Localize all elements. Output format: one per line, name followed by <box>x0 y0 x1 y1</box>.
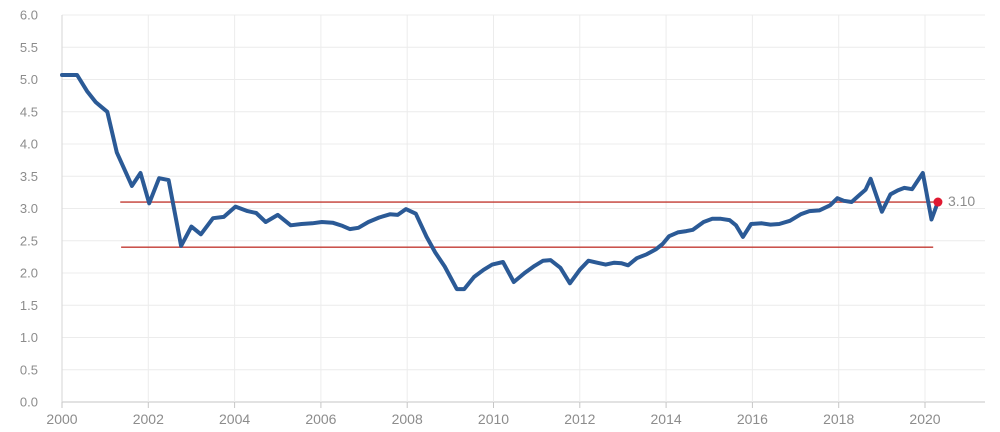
y-tick-label: 6.0 <box>20 8 38 23</box>
x-tick-label: 2010 <box>478 411 509 427</box>
axis-tick-marks <box>61 402 926 408</box>
end-marker-dot <box>933 197 943 207</box>
x-tick-label: 2014 <box>651 411 682 427</box>
y-tick-label: 3.5 <box>20 169 38 184</box>
y-tick-label: 1.0 <box>20 330 38 345</box>
x-tick-label: 2016 <box>737 411 768 427</box>
x-tick-label: 2012 <box>564 411 595 427</box>
x-tick-label: 2000 <box>46 411 77 427</box>
y-tick-label: 0.5 <box>20 362 38 377</box>
y-tick-label: 5.5 <box>20 40 38 55</box>
last-value-label: 3.10 <box>947 193 976 210</box>
x-tick-label: 2008 <box>392 411 423 427</box>
y-tick-label: 5.0 <box>20 72 38 87</box>
y-tick-label: 4.0 <box>20 137 38 152</box>
horizontal-gridlines <box>62 14 985 403</box>
x-tick-label: 2006 <box>305 411 336 427</box>
y-tick-label: 3.0 <box>20 201 38 216</box>
y-tick-label: 2.0 <box>20 266 38 281</box>
x-tick-label: 2002 <box>133 411 164 427</box>
x-tick-label: 2020 <box>909 411 940 427</box>
x-tick-label: 2018 <box>823 411 854 427</box>
y-tick-label: 1.5 <box>20 298 38 313</box>
x-axis-labels: 2000 2002 2004 2006 2008 2010 2012 2014 2016 2018… <box>46 411 940 427</box>
series-line <box>60 73 940 292</box>
y-tick-label: 4.5 <box>20 104 38 119</box>
y-tick-label: 0.0 <box>20 395 38 410</box>
x-tick-label: 2004 <box>219 411 250 427</box>
y-axis-labels: 6.0 5.5 5.0 4.5 4.0 3.5 3.0 2.5 2.0 1.5 1.0 0.5 0.0 <box>20 8 38 410</box>
y-tick-label: 2.5 <box>20 233 38 248</box>
